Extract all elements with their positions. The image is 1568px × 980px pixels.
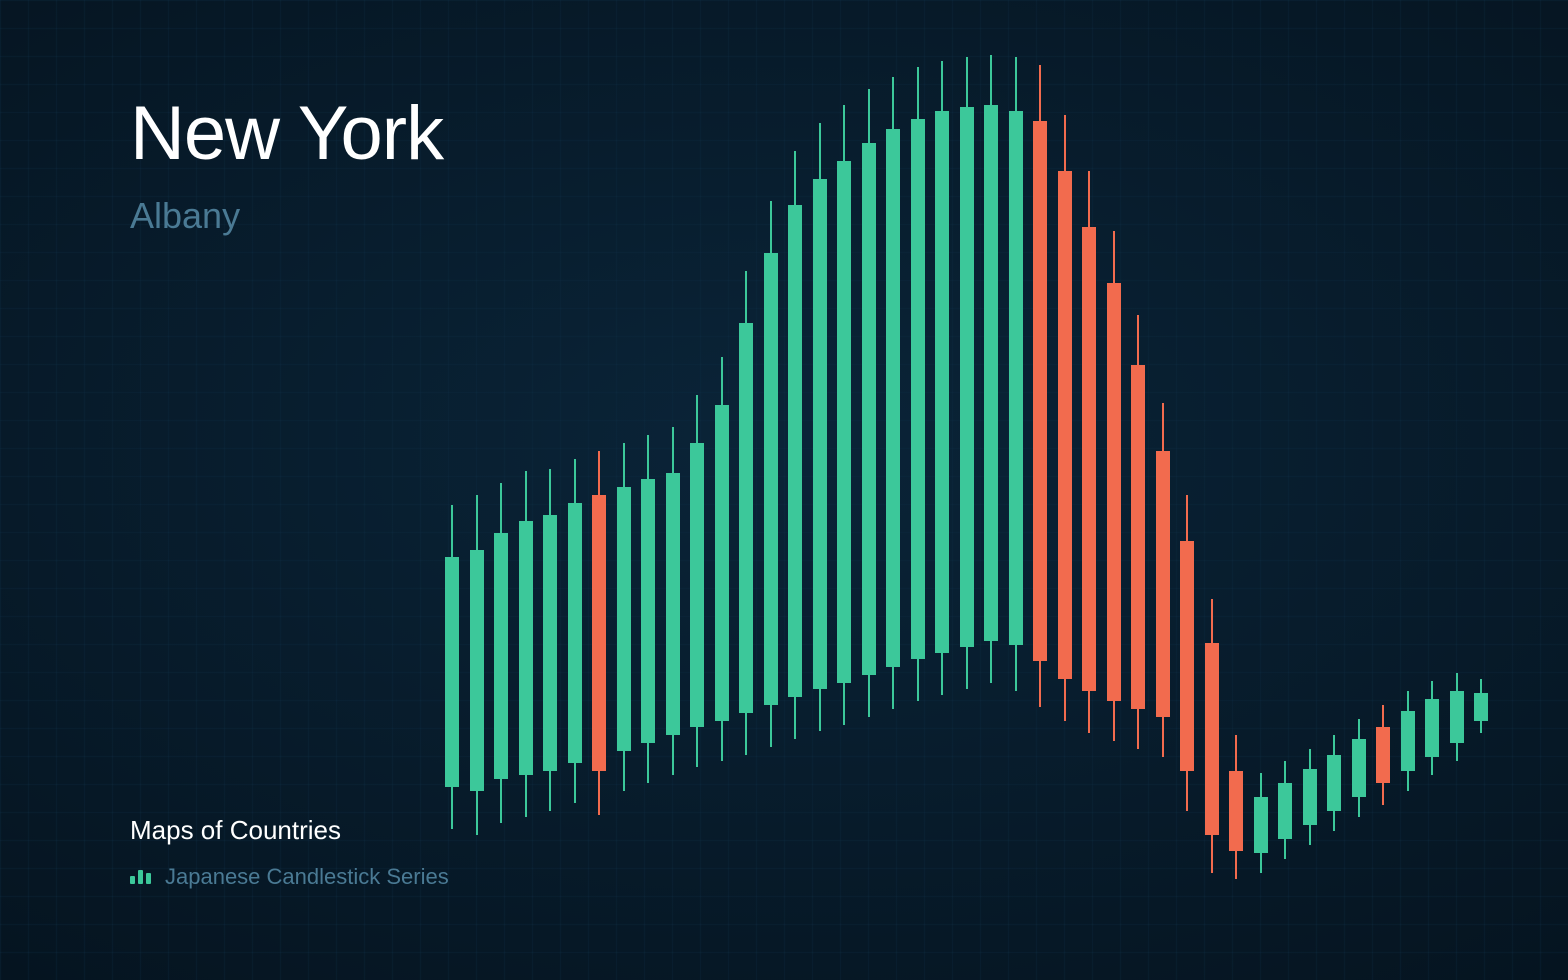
candle bbox=[1401, 55, 1415, 885]
candle bbox=[1352, 55, 1366, 885]
candle bbox=[788, 55, 802, 885]
candle bbox=[1278, 55, 1292, 885]
candlestick-map bbox=[445, 55, 1505, 885]
footer-title: Maps of Countries bbox=[130, 815, 449, 846]
candle bbox=[666, 55, 680, 885]
candle bbox=[764, 55, 778, 885]
candle bbox=[519, 55, 533, 885]
candle bbox=[1450, 55, 1464, 885]
candle bbox=[1376, 55, 1390, 885]
candle bbox=[690, 55, 704, 885]
footer-series-label: Japanese Candlestick Series bbox=[165, 864, 449, 890]
candle bbox=[1131, 55, 1145, 885]
candle bbox=[739, 55, 753, 885]
candle bbox=[1033, 55, 1047, 885]
footer-block: Maps of Countries Japanese Candlestick S… bbox=[130, 815, 449, 890]
candle bbox=[1009, 55, 1023, 885]
candle bbox=[1425, 55, 1439, 885]
candle bbox=[592, 55, 606, 885]
candle bbox=[1156, 55, 1170, 885]
candle bbox=[494, 55, 508, 885]
candle bbox=[470, 55, 484, 885]
candle bbox=[813, 55, 827, 885]
candle bbox=[1254, 55, 1268, 885]
candle bbox=[568, 55, 582, 885]
candle bbox=[862, 55, 876, 885]
candle bbox=[1082, 55, 1096, 885]
candle bbox=[886, 55, 900, 885]
candle bbox=[1205, 55, 1219, 885]
state-title: New York bbox=[130, 90, 443, 177]
candlestick-icon bbox=[130, 870, 151, 884]
candle bbox=[1058, 55, 1072, 885]
title-block: New York Albany bbox=[130, 90, 443, 237]
candle bbox=[1107, 55, 1121, 885]
capital-subtitle: Albany bbox=[130, 195, 443, 237]
candle bbox=[1327, 55, 1341, 885]
candle bbox=[445, 55, 459, 885]
candle bbox=[837, 55, 851, 885]
candle bbox=[543, 55, 557, 885]
candle bbox=[1303, 55, 1317, 885]
candle bbox=[715, 55, 729, 885]
candle bbox=[911, 55, 925, 885]
candle bbox=[1229, 55, 1243, 885]
candle bbox=[984, 55, 998, 885]
candle bbox=[935, 55, 949, 885]
candle bbox=[641, 55, 655, 885]
candle bbox=[1474, 55, 1488, 885]
candle bbox=[1180, 55, 1194, 885]
candle bbox=[960, 55, 974, 885]
candle bbox=[617, 55, 631, 885]
footer-row: Japanese Candlestick Series bbox=[130, 864, 449, 890]
